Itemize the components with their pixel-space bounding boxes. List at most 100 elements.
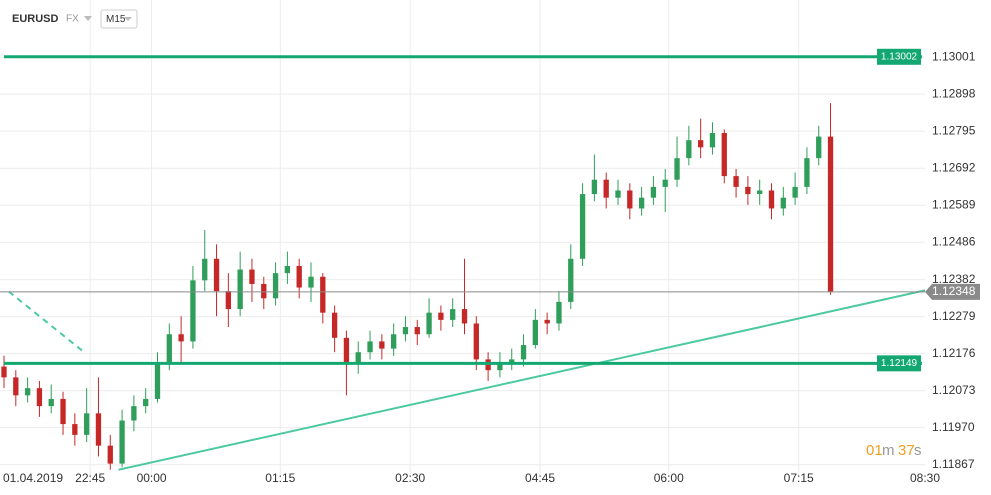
candle-body: [473, 323, 479, 360]
dropdown-arrow[interactable]: [124, 17, 132, 21]
candle-body: [816, 136, 822, 159]
candle-body: [402, 327, 409, 335]
candle-body: [119, 420, 125, 464]
y-tick-label: 1.12176: [932, 346, 976, 360]
candle-body: [154, 362, 161, 399]
y-tick-label: 1.12382: [932, 272, 976, 286]
timeframe-box[interactable]: [100, 9, 138, 29]
candle-body: [1, 366, 7, 378]
candle-body: [804, 158, 810, 187]
level-label: 1.12149: [881, 358, 918, 369]
candle-body: [213, 258, 220, 292]
candle-body: [627, 190, 633, 209]
candle-body: [591, 179, 598, 195]
candle-body: [320, 276, 326, 313]
candle-body: [650, 186, 657, 198]
candle-body: [166, 334, 172, 363]
candle-body: [48, 398, 54, 407]
candle-body: [497, 362, 503, 371]
y-tick-label: 1.12795: [932, 123, 976, 137]
labels: 1.13001 1.12898 1.12795 1.12692 1.12589 1.124…: [3, 48, 980, 485]
x-tick-label: 01:15: [265, 471, 295, 485]
candle-body: [272, 273, 279, 299]
x-tick-label: 00:00: [137, 471, 167, 485]
candle-body: [414, 327, 420, 335]
candle-body: [13, 377, 19, 396]
market[interactable]: FX: [66, 14, 79, 25]
candle-body: [284, 265, 291, 274]
candle-body: [827, 136, 834, 292]
timeframe[interactable]: M15: [106, 14, 126, 25]
candle-body: [662, 179, 668, 187]
candle-body: [225, 291, 232, 310]
candle-body: [438, 312, 444, 320]
candle-body: [355, 352, 361, 363]
y-tick-label: 1.12898: [932, 86, 976, 100]
candle-body: [379, 341, 385, 349]
candle-body: [390, 334, 397, 349]
candle-body: [721, 132, 727, 177]
candle-body: [308, 276, 314, 288]
candle-body: [131, 406, 137, 421]
y-tick-label: 1.12486: [932, 234, 976, 248]
candle-body: [697, 140, 704, 148]
trend-line: [118, 289, 926, 471]
level-label: 1.13002: [881, 51, 918, 62]
candle-body: [72, 424, 78, 435]
countdown-minutes: 01: [866, 442, 883, 459]
trend-line: [8, 290, 87, 355]
level-badge: [877, 355, 921, 372]
candle-body: [178, 334, 184, 342]
candle-body: [95, 413, 102, 446]
candle-body: [615, 190, 621, 198]
candle-body: [107, 445, 113, 464]
candle-body: [426, 312, 432, 335]
candle-body: [450, 309, 456, 320]
y-tick-label: 1.12589: [932, 197, 976, 211]
last-price-badge: [925, 283, 980, 300]
y-tick-label: 1.12279: [932, 309, 976, 323]
y-tick-label: 1.12692: [932, 160, 976, 174]
candle-body: [603, 179, 609, 198]
symbol[interactable]: EURUSD: [12, 13, 59, 25]
candle-body: [745, 186, 751, 195]
y-tick-label: 1.11970: [932, 420, 975, 434]
x-tick-label: 07:15: [784, 471, 814, 485]
x-tick-label: 06:00: [654, 471, 684, 485]
candle-body: [556, 301, 562, 324]
x-tick-label: 01.04.2019: [3, 471, 63, 485]
candle-body: [296, 265, 302, 288]
candle-body: [638, 197, 645, 209]
candle-body: [780, 197, 786, 209]
candle-body: [686, 140, 692, 159]
marks: [0, 55, 926, 471]
candle-body: [237, 269, 243, 310]
last-price-label: 1.12348: [932, 284, 976, 298]
candle-body: [343, 337, 350, 363]
candle-body: [520, 345, 527, 360]
candle-body: [544, 319, 550, 324]
candle-body: [461, 309, 468, 324]
grid: [0, 0, 925, 478]
candle-body: [579, 194, 586, 259]
candle-body: [202, 258, 208, 281]
y-tick-label: 1.13001: [932, 49, 976, 63]
x-tick-label: 04:45: [525, 471, 555, 485]
dropdown-arrow[interactable]: [84, 16, 92, 21]
countdown-unit: s: [914, 442, 922, 459]
candle-body: [249, 269, 255, 284]
candle-body: [532, 319, 539, 346]
candle-body: [24, 388, 31, 396]
x-tick-label: 08:30: [910, 471, 940, 485]
candle-body: [792, 186, 798, 198]
x-tick-label: 02:30: [395, 471, 425, 485]
countdown-unit: m: [882, 442, 895, 459]
candle-body: [60, 398, 66, 425]
candle-body: [509, 359, 515, 363]
candle-body: [190, 280, 196, 342]
candle-body: [733, 176, 739, 187]
candle-body: [331, 312, 338, 338]
x-tick-label: 22:45: [75, 471, 105, 485]
